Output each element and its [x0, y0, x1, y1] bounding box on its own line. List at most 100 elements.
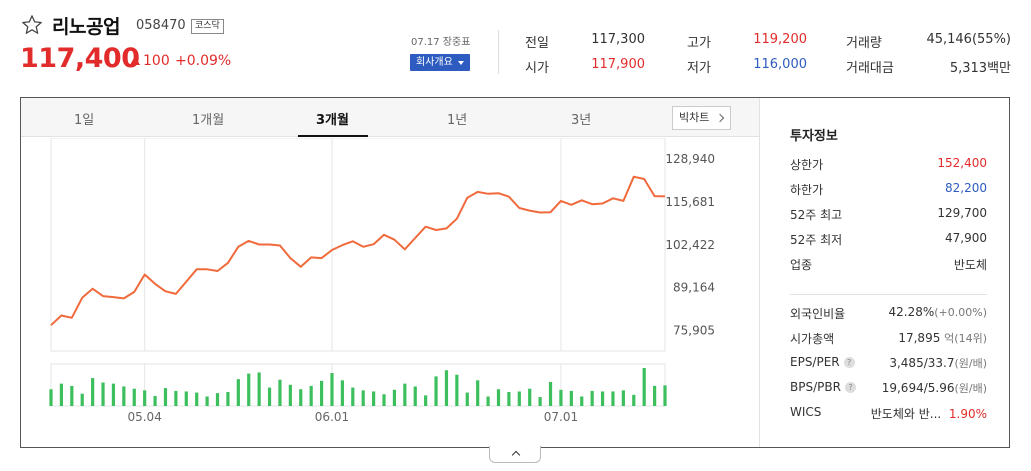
- volume-bar: [361, 390, 365, 406]
- wics-row: WICS 반도체와 반... 1.90%: [790, 405, 987, 421]
- volume-bar: [319, 380, 324, 406]
- market-cap-unit: 억(14위): [944, 332, 987, 345]
- volume-bar: [226, 392, 230, 406]
- trade-date-label: 07.17 장중표: [411, 37, 471, 48]
- bps-pbr-row: BPS/PBR? 19,694/5.96(원/배): [790, 380, 987, 396]
- volume-bar: [111, 383, 116, 406]
- volume-bar: [91, 378, 95, 406]
- sector-row: 업종 반도체: [790, 256, 987, 272]
- volume-bar: [184, 391, 188, 406]
- active-tab-indicator: [298, 135, 368, 137]
- volume-bar: [278, 379, 282, 406]
- volume-bar: [257, 372, 261, 406]
- volume-bar: [642, 368, 646, 406]
- stock-code: 058470: [136, 18, 186, 33]
- upper-limit-row: 상한가 152,400: [790, 156, 987, 172]
- tab-3year[interactable]: 3년: [571, 113, 592, 128]
- foreign-ratio-label: 외국인비율: [790, 307, 846, 321]
- wics-label: WICS: [790, 405, 822, 419]
- volume-bar: [195, 392, 199, 406]
- x-tick-label: 07.01: [544, 410, 578, 424]
- bps-pbr-value: 19,694/5.96: [881, 381, 955, 395]
- big-chart-label: 빅차트: [679, 111, 710, 124]
- volume-bar: [215, 393, 220, 406]
- volume-bar: [247, 373, 251, 406]
- volume-bar: [590, 390, 594, 406]
- stock-name: 리노공업: [52, 16, 120, 38]
- volume-bar: [538, 397, 542, 406]
- volume-bar: [517, 391, 521, 406]
- volume-bar: [507, 392, 511, 406]
- tab-1year[interactable]: 1년: [447, 113, 468, 128]
- market-cap-row: 시가총액 17,895 억(14위): [790, 330, 987, 346]
- high52-value: 129,700: [937, 206, 987, 220]
- volume-bar: [174, 390, 178, 406]
- company-overview-button[interactable]: 회사개요: [410, 54, 470, 71]
- volume-bar: [434, 376, 438, 406]
- low52-row: 52주 최저 47,900: [790, 231, 987, 247]
- volume-bar: [49, 389, 53, 406]
- price-pane-frame: [50, 138, 666, 352]
- trade-amount-value: 5,313백만: [949, 61, 1011, 76]
- volume-bar: [163, 388, 168, 406]
- prev-close-value: 117,300: [591, 32, 645, 47]
- volume-bar: [528, 388, 532, 406]
- price-change: 100: [143, 53, 170, 69]
- volume-bar: [236, 379, 240, 406]
- favorite-star-icon[interactable]: [21, 14, 43, 36]
- help-icon[interactable]: ?: [843, 357, 855, 368]
- bps-pbr-label: BPS/PBR: [790, 380, 841, 394]
- volume-bar: [392, 389, 397, 406]
- volume-bar: [548, 381, 553, 406]
- y-tick-label: 115,681: [665, 195, 715, 209]
- lower-limit-row: 하한가 82,200: [790, 181, 987, 197]
- low52-value: 47,900: [945, 231, 987, 245]
- chart-card: 1일 1개월 3개월 1년 3년 빅차트 05.04 06.01 07.01 128,…: [20, 97, 1010, 448]
- volume-bar: [122, 386, 126, 406]
- market-badge: 코스닥: [191, 19, 224, 34]
- volume-bar: [70, 385, 74, 406]
- volume-bar: [59, 383, 64, 406]
- volume-bar: [569, 390, 573, 406]
- big-chart-button[interactable]: 빅차트: [672, 106, 731, 130]
- low52-label: 52주 최저: [790, 233, 843, 247]
- volume-bar: [267, 387, 272, 406]
- volume-label: 거래량: [846, 36, 882, 51]
- volume-bar: [413, 386, 417, 406]
- investment-info-panel: 투자정보 상한가 152,400 하한가 82,200 52주 최고 129,7…: [759, 98, 1009, 447]
- y-tick-label: 89,164: [673, 281, 715, 295]
- volume-bar: [351, 387, 355, 406]
- help-icon[interactable]: ?: [844, 382, 856, 393]
- prev-close-label: 전일: [525, 36, 549, 51]
- info-divider: [790, 294, 987, 295]
- volume-bar: [580, 396, 584, 406]
- foreign-ratio-change: (+0.00%): [934, 306, 987, 319]
- volume-bar: [496, 389, 501, 406]
- volume-bar: [299, 389, 303, 406]
- up-arrow-icon: [130, 56, 140, 65]
- volume-bar: [403, 383, 407, 406]
- tab-3month[interactable]: 3개월: [316, 113, 349, 128]
- upper-limit-value: 152,400: [937, 156, 987, 170]
- volume-bar: [465, 392, 469, 406]
- eps-per-row: EPS/PER? 3,485/33.7(원/배): [790, 355, 987, 371]
- bps-pbr-unit: (원/배): [954, 382, 987, 395]
- open-label: 시가: [525, 61, 549, 76]
- tab-1month[interactable]: 1개월: [192, 113, 225, 128]
- sector-value: 반도체: [953, 258, 987, 272]
- market-cap-label: 시가총액: [790, 332, 835, 346]
- y-tick-label: 75,905: [673, 323, 715, 337]
- volume-bar: [559, 389, 563, 406]
- volume-bar: [340, 380, 344, 406]
- period-tabs: 1일 1개월 3개월 1년 3년 빅차트: [21, 98, 759, 137]
- wics-value[interactable]: 반도체와 반...: [870, 407, 942, 421]
- price-line: [50, 175, 666, 326]
- caret-down-icon: [458, 61, 464, 65]
- header-divider: [498, 30, 499, 74]
- collapse-button[interactable]: [489, 446, 541, 463]
- volume-pane-frame: [50, 363, 666, 407]
- tab-1day[interactable]: 1일: [74, 113, 95, 128]
- volume-bar: [309, 385, 313, 406]
- eps-per-unit: (원/배): [954, 357, 987, 370]
- chevron-up-icon: [511, 450, 521, 460]
